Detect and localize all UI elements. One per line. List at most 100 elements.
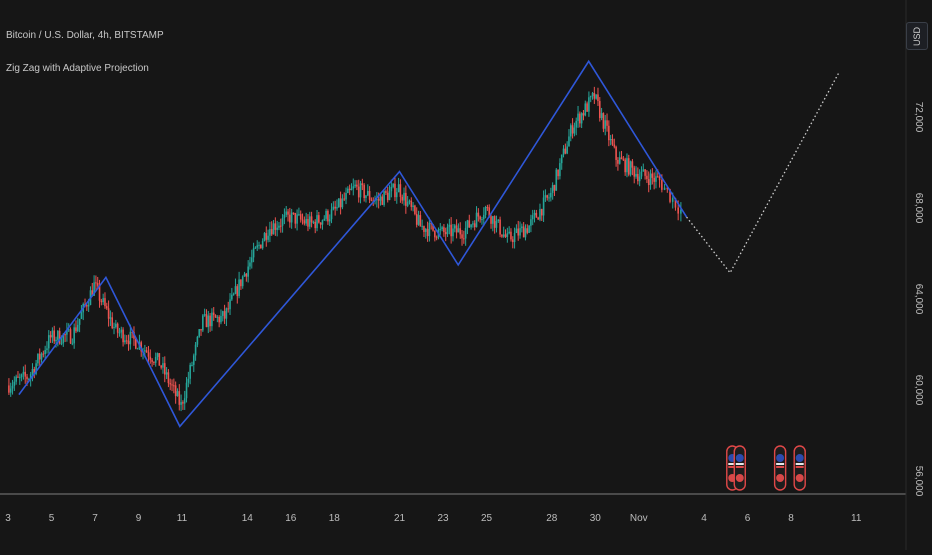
candle-body bbox=[392, 183, 394, 187]
candle-body bbox=[580, 113, 583, 124]
candle-body bbox=[370, 199, 373, 201]
candle-body bbox=[71, 343, 74, 345]
candle-body bbox=[350, 188, 353, 191]
candle-body bbox=[443, 227, 445, 233]
candle-body bbox=[118, 332, 121, 334]
candle-body bbox=[423, 226, 425, 232]
candle-body bbox=[294, 213, 297, 224]
candle-body bbox=[504, 234, 507, 237]
time-axis[interactable]: 3 5 7 9 11 14 16 18 21 23 25 28 30 Nov 4 6 8 11 bbox=[5, 513, 862, 524]
candle-body bbox=[332, 206, 335, 210]
candle-body bbox=[537, 217, 539, 220]
candle-body bbox=[165, 372, 168, 375]
candle-body bbox=[542, 197, 545, 216]
candle-body bbox=[655, 176, 657, 182]
candle-body bbox=[497, 219, 500, 222]
candle-body bbox=[156, 353, 159, 357]
candle-body bbox=[214, 315, 217, 318]
indicator-title[interactable]: Zig Zag with Adaptive Projection bbox=[6, 63, 149, 74]
candle-body bbox=[663, 187, 666, 190]
candle-body bbox=[8, 385, 10, 393]
candle-body bbox=[468, 220, 471, 228]
candle-body bbox=[73, 327, 75, 344]
zigzag-line bbox=[18, 59, 688, 428]
candle-body bbox=[633, 167, 636, 177]
candle-body bbox=[29, 374, 32, 380]
time-tick-label: 6 bbox=[745, 513, 751, 524]
candle-body bbox=[274, 223, 277, 230]
candle-body bbox=[60, 343, 63, 345]
us-flag-event-icon[interactable] bbox=[773, 445, 787, 491]
candle-body bbox=[269, 229, 271, 236]
candle-body bbox=[189, 364, 191, 379]
candle-body bbox=[511, 239, 514, 243]
candle-body bbox=[347, 188, 349, 193]
candle-body bbox=[205, 314, 208, 328]
candle-body bbox=[111, 317, 114, 329]
candle-body bbox=[290, 212, 293, 223]
candle-body bbox=[308, 216, 311, 227]
candle-body bbox=[424, 228, 427, 232]
candle-body bbox=[615, 146, 617, 160]
candle-body bbox=[336, 207, 338, 209]
candle-body bbox=[314, 221, 317, 229]
candle-body bbox=[470, 224, 472, 228]
candle-body bbox=[194, 344, 197, 356]
candle-body bbox=[638, 176, 641, 182]
us-flag-event-icon[interactable] bbox=[733, 445, 746, 491]
candle-body bbox=[278, 225, 280, 228]
candle-body bbox=[78, 318, 81, 325]
candle-body bbox=[107, 308, 110, 319]
time-tick-label: 4 bbox=[701, 513, 707, 524]
symbol-title[interactable]: Bitcoin / U.S. Dollar, 4h, BITSTAMP bbox=[6, 30, 164, 41]
candle-body bbox=[609, 138, 612, 141]
candle-body bbox=[439, 229, 442, 231]
candle-body bbox=[606, 120, 608, 126]
candle-body bbox=[453, 225, 456, 229]
candle-body bbox=[229, 299, 231, 310]
candle-body bbox=[653, 177, 655, 182]
candle-body bbox=[521, 226, 523, 229]
candle-body bbox=[207, 315, 210, 328]
candle-body bbox=[579, 113, 581, 124]
candle-body bbox=[154, 356, 157, 363]
candle-body bbox=[345, 192, 347, 200]
candle-body bbox=[551, 185, 554, 193]
candle-body bbox=[661, 180, 663, 190]
candle-body bbox=[337, 198, 340, 208]
candle-body bbox=[247, 266, 249, 277]
candle-body bbox=[129, 331, 132, 345]
candle-body bbox=[566, 146, 568, 154]
candle-body bbox=[58, 330, 61, 344]
candle-body bbox=[535, 212, 538, 218]
candle-body bbox=[55, 339, 57, 342]
candle-body bbox=[147, 352, 150, 357]
candle-body bbox=[100, 300, 103, 303]
candle-body bbox=[546, 195, 549, 198]
candle-body bbox=[192, 355, 195, 365]
candle-body bbox=[321, 220, 324, 225]
candle-body bbox=[386, 192, 389, 201]
us-flag-event-icon[interactable] bbox=[793, 445, 806, 491]
price-axis[interactable]: 56,000 60,000 64,000 68,000 72,000 bbox=[913, 102, 924, 497]
candle-body bbox=[144, 350, 146, 352]
candle-body bbox=[569, 125, 572, 137]
candle-body bbox=[481, 219, 483, 221]
candle-body bbox=[76, 324, 79, 332]
candle-body bbox=[24, 371, 27, 377]
candle-body bbox=[223, 311, 226, 319]
candle-body bbox=[656, 176, 659, 178]
candle-body bbox=[37, 353, 39, 364]
candle-body bbox=[649, 173, 652, 186]
candle-body bbox=[526, 228, 529, 233]
candle-body bbox=[530, 219, 532, 226]
candle-body bbox=[243, 273, 246, 277]
candle-body bbox=[343, 198, 346, 200]
candle-body bbox=[540, 209, 543, 216]
candle-body bbox=[622, 159, 625, 161]
currency-button[interactable]: USD bbox=[906, 22, 928, 50]
candle-body bbox=[202, 315, 204, 331]
candle-body bbox=[231, 294, 233, 300]
